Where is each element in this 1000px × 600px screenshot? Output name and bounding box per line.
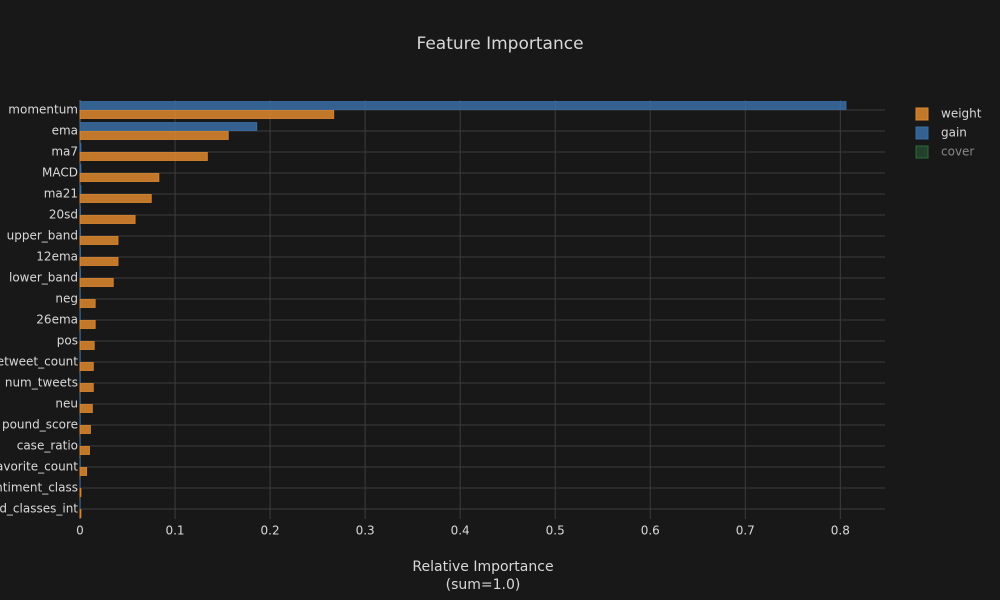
y-tick-label: pound_score (2, 418, 78, 432)
bar (79, 299, 96, 308)
chart-title: Feature Importance (416, 34, 583, 54)
y-tick-label: case_ratio (17, 439, 78, 453)
y-tick-label: 12ema (36, 250, 78, 264)
bar (79, 488, 82, 497)
x-tick-label: 0.3 (356, 524, 375, 538)
y-tick-label: upper_band (7, 229, 78, 243)
y-tick-label: 26ema (36, 313, 78, 327)
x-tick-label: 0.1 (165, 524, 184, 538)
y-tick-label: num_tweets (5, 376, 78, 390)
x-axis-subtitle: (sum=1.0) (446, 577, 521, 593)
bar (79, 185, 82, 194)
bar (79, 446, 90, 455)
bar (79, 152, 208, 161)
bar (79, 143, 82, 152)
y-tick-label: neg (55, 292, 78, 306)
x-tick-label: 0 (76, 524, 84, 538)
legend-label: weight (941, 107, 982, 121)
x-tick-label: 0.8 (831, 524, 850, 538)
y-tick-label: etweet_count (0, 355, 78, 369)
bar (79, 194, 152, 203)
y-tick-label: d_classes_int (0, 502, 78, 516)
bar (79, 164, 82, 173)
legend-swatch (915, 126, 929, 140)
x-axis-title: Relative Importance (412, 559, 553, 575)
x-tick-label: 0.6 (641, 524, 660, 538)
bar (79, 425, 91, 434)
y-tick-label: avorite_count (0, 460, 78, 474)
legend-swatch (915, 107, 929, 121)
bar (79, 131, 229, 140)
bar (79, 110, 335, 119)
y-tick-label: neu (55, 397, 78, 411)
bar (79, 467, 88, 476)
bar (79, 236, 119, 245)
x-tick-label: 0.7 (736, 524, 755, 538)
bar (79, 101, 847, 110)
y-tick-label: ntiment_class (0, 481, 78, 495)
x-tick-label: 0.2 (261, 524, 280, 538)
bar (79, 122, 258, 131)
legend-swatch (915, 145, 929, 159)
y-tick-label: pos (57, 334, 78, 348)
x-tick-label: 0.5 (546, 524, 565, 538)
bar (79, 278, 114, 287)
y-tick-label: lower_band (9, 271, 78, 285)
y-tick-label: momentum (8, 103, 78, 117)
bar (79, 509, 82, 518)
bar (79, 341, 95, 350)
legend-label: cover (941, 145, 974, 159)
bar (79, 173, 160, 182)
bar (79, 215, 136, 224)
y-tick-label: MACD (42, 166, 78, 180)
bar (79, 383, 94, 392)
y-tick-label: ma7 (51, 145, 78, 159)
x-tick-label: 0.4 (451, 524, 470, 538)
bar (79, 320, 96, 329)
y-tick-label: ema (52, 124, 78, 138)
y-tick-label: ma21 (44, 187, 78, 201)
bar (79, 362, 94, 371)
legend-label: gain (941, 126, 967, 140)
bar (79, 257, 119, 266)
y-tick-label: 20sd (49, 208, 78, 222)
bar (79, 404, 93, 413)
